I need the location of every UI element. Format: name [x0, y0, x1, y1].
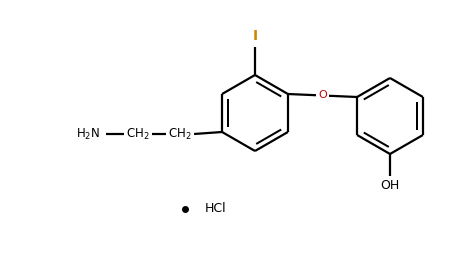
Text: H$_2$N: H$_2$N: [76, 126, 100, 141]
Text: O: O: [318, 91, 327, 100]
Text: CH$_2$: CH$_2$: [126, 126, 150, 141]
Text: CH$_2$: CH$_2$: [168, 126, 192, 141]
Text: I: I: [253, 29, 258, 43]
Text: HCl: HCl: [205, 203, 226, 216]
Text: OH: OH: [380, 179, 400, 192]
